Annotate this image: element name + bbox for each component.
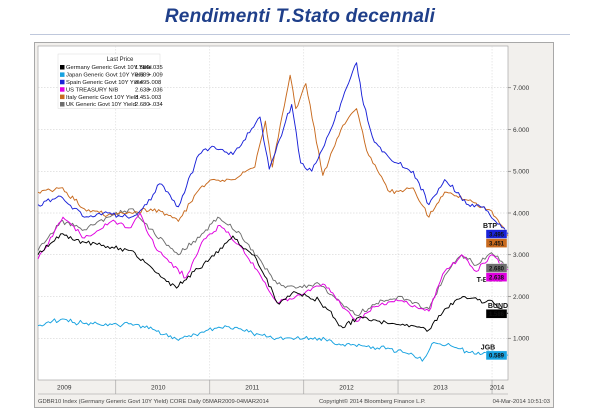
- legend-entry: UK Generic Govt 10Y Yield 2.680+.034: [60, 102, 163, 108]
- footer-index-text: GDBR10 Index (Germany Generic Govt 10Y Y…: [38, 399, 270, 405]
- y-tick-label: 5.000: [513, 169, 530, 176]
- yield-chart: 1.000 2.000 3.000 4.000 5.000 6.000 7.000 2009…: [37, 45, 550, 405]
- footer: GDBR10 Index (Germany Generic Govt 10Y Y…: [38, 398, 550, 405]
- last-price-box: 3.451: [485, 238, 508, 248]
- legend-change: -.003: [148, 95, 161, 101]
- legend-box: [57, 53, 161, 109]
- legend-last-price: 3.451: [135, 95, 150, 101]
- legend-change: +.035: [148, 65, 163, 71]
- y-axis: 1.000 2.000 3.000 4.000 5.000 6.000 7.000: [508, 85, 530, 343]
- legend-change: +.009: [148, 73, 163, 79]
- series-line-5: [37, 208, 509, 317]
- legend-swatch: [60, 87, 65, 92]
- legend-swatch: [60, 79, 65, 85]
- series-end-label: BUND: [488, 303, 508, 310]
- y-tick-label: 1.000: [513, 336, 530, 343]
- svg-text:2.638: 2.638: [489, 275, 505, 281]
- legend-series-name: US TREASURY N/B: [66, 87, 118, 93]
- legend-header: Last Price: [107, 57, 134, 63]
- legend-last-price: 1.586: [135, 65, 150, 71]
- footer-timestamp: 04-Mar-2014 10:51:03: [493, 399, 550, 405]
- svg-text:2.680: 2.680: [489, 266, 505, 272]
- last-price-box: 3.495: [485, 229, 508, 239]
- heading-divider: [30, 34, 570, 35]
- page-heading: Rendimenti T.Stato decennali: [164, 6, 436, 27]
- svg-text:1.586: 1.586: [489, 312, 505, 318]
- legend-series-name: UK Generic Govt 10Y Yield: [66, 102, 136, 108]
- y-tick-label: 6.000: [513, 127, 530, 134]
- x-tick-label: 2009: [57, 385, 72, 392]
- x-tick-label: 2012: [339, 385, 354, 392]
- legend-swatch: [60, 94, 65, 100]
- legend-swatch: [60, 65, 65, 70]
- series-end-label: JGB: [481, 344, 495, 351]
- svg-text:0.589: 0.589: [489, 354, 505, 360]
- legend-change: +.036: [148, 87, 163, 93]
- series-line-2: [37, 62, 509, 235]
- series-lines: [37, 62, 509, 362]
- svg-text:3.451: 3.451: [489, 241, 505, 247]
- x-tick-label: 2013: [433, 385, 448, 392]
- legend-swatch: [60, 102, 65, 107]
- series-line-1: [37, 318, 509, 362]
- legend-series-name: Japan Generic Govt 10Y Yield: [66, 73, 144, 79]
- svg-text:3.495: 3.495: [489, 232, 505, 238]
- legend-series-name: Italy Generic Govt 10Y Yield: [66, 95, 138, 101]
- series-end-label: BTP: [483, 223, 497, 230]
- y-tick-label: 4.000: [513, 210, 530, 217]
- y-tick-label: 7.000: [513, 85, 530, 92]
- x-tick-label: 2014: [490, 385, 505, 392]
- legend-last-price: 3.495: [135, 80, 150, 86]
- last-price-boxes: 3.495 3.451 2.680 2.638 1.586 0.589: [485, 229, 508, 361]
- legend-series-name: Germany Generic Govt 10Y Yield: [66, 65, 152, 71]
- last-price-box: 1.586: [485, 309, 508, 319]
- y-tick-label: 3.000: [513, 252, 530, 259]
- series-line-0: [37, 233, 509, 332]
- legend-change: -.008: [148, 80, 161, 86]
- last-price-box: 0.589: [485, 350, 508, 361]
- legend-swatch: [60, 72, 65, 77]
- legend: Last Price Germany Generic Govt 10Y Yield…: [57, 53, 163, 109]
- legend-change: +.034: [148, 102, 163, 108]
- x-tick-label: 2010: [151, 385, 166, 392]
- last-price-box: 2.680: [485, 263, 508, 273]
- y-tick-label: 2.000: [513, 294, 530, 301]
- legend-last-price: 0.589: [135, 73, 150, 79]
- x-tick-label: 2011: [245, 385, 259, 392]
- last-price-box: 2.638: [485, 272, 508, 282]
- x-axis: 2009 2010 2011 2012 2013 2014: [38, 380, 508, 395]
- series-line-3: [37, 212, 509, 323]
- legend-last-price: 2.680: [135, 102, 150, 108]
- legend-last-price: 2.638: [135, 87, 150, 93]
- legend-series-name: Spain Generic Govt 10Y Yield: [66, 80, 143, 86]
- footer-copyright: Copyright© 2014 Bloomberg Finance L.P.: [319, 398, 426, 405]
- legend-entry: US TREASURY N/B 2.638+.036: [60, 87, 163, 93]
